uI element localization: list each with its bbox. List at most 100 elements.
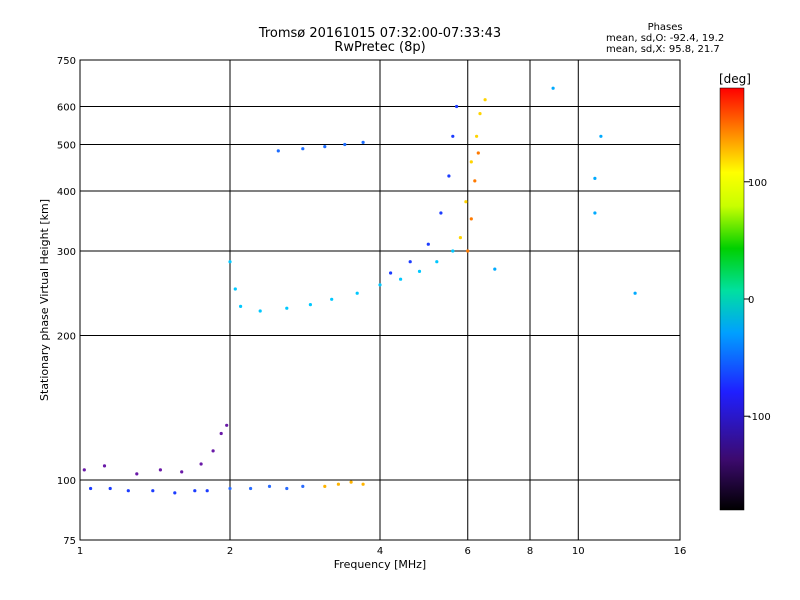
y-tick-label: 600: [57, 103, 76, 114]
x-tick-label: 1: [77, 546, 83, 557]
data-point: [469, 160, 473, 164]
data-point: [228, 486, 232, 491]
data-point: [417, 269, 422, 273]
y-tick-label: 400: [57, 187, 76, 198]
data-point: [233, 287, 237, 291]
x-tick-label: 10: [572, 546, 585, 557]
data-point: [451, 249, 455, 253]
data-point: [593, 211, 597, 215]
y-tick-label: 100: [57, 476, 76, 487]
y-axis-label: Stationary phase Virtual Height [km]: [38, 199, 51, 401]
data-point: [426, 242, 430, 246]
data-point: [239, 304, 243, 308]
data-point: [330, 297, 334, 301]
colorbar-tick-label: -100: [748, 412, 771, 423]
data-point: [455, 104, 459, 109]
data-point: [126, 489, 130, 493]
data-point: [343, 142, 347, 147]
data-point: [249, 486, 253, 491]
x-axis-label: Frequency [MHz]: [334, 558, 426, 571]
data-point: [483, 98, 487, 102]
data-point: [458, 236, 462, 240]
data-point: [408, 260, 412, 264]
data-point: [473, 179, 477, 183]
y-tick-label: 200: [57, 332, 76, 343]
data-point: [389, 271, 393, 275]
colorbar-tick-label: 0: [748, 295, 754, 306]
data-point: [361, 140, 365, 144]
y-tick-label: 300: [57, 247, 76, 258]
phase-stats-heading: Phases: [647, 22, 683, 33]
data-point: [301, 147, 305, 151]
data-point: [173, 491, 177, 495]
plot-frame: [79, 59, 681, 541]
data-point: [464, 200, 468, 204]
phase-stats: Phases mean, sd,O: -92.4, 19.2 mean, sd,…: [606, 22, 724, 55]
data-point: [469, 217, 473, 221]
data-point: [476, 151, 480, 155]
data-point: [258, 309, 262, 313]
x-tick-label: 2: [227, 546, 233, 557]
data-point: [599, 134, 603, 138]
data-point: [199, 462, 203, 466]
data-point: [211, 449, 215, 453]
data-point: [323, 145, 327, 149]
y-tick-label: 750: [57, 56, 76, 67]
data-point: [102, 464, 107, 468]
x-tick-label: 16: [674, 546, 687, 557]
y-axis: 75 100 200 300 400 500 600 750: [57, 56, 76, 547]
phase-stats-x: mean, sd,X: 95.8, 21.7: [606, 44, 720, 55]
data-point: [399, 277, 403, 281]
data-point: [82, 468, 86, 472]
data-point: [475, 134, 479, 138]
data-points: [82, 86, 637, 495]
data-point: [593, 176, 597, 180]
colorbar-ticks: 100 0 -100: [744, 178, 771, 423]
data-point: [361, 482, 365, 486]
data-point: [180, 470, 184, 474]
data-point: [301, 484, 305, 488]
x-axis: 1 2 4 6 8 10 16: [77, 546, 687, 557]
data-point: [285, 486, 289, 491]
data-point: [276, 149, 280, 153]
data-point: [633, 291, 637, 295]
data-point: [219, 431, 223, 436]
data-point: [158, 468, 162, 472]
chart-subtitle: RwPretec (8p): [334, 40, 426, 55]
data-point: [205, 489, 209, 493]
data-point: [267, 484, 272, 488]
phase-stats-o: mean, sd,O: -92.4, 19.2: [606, 33, 725, 44]
colorbar-gradient: [719, 87, 745, 511]
data-point: [89, 486, 93, 491]
colorbar: [deg] 100 0 -100: [719, 72, 771, 511]
data-point: [466, 249, 470, 253]
data-point: [435, 260, 439, 264]
x-tick-label: 6: [465, 546, 471, 557]
data-point: [378, 283, 382, 287]
data-point: [308, 303, 312, 307]
data-point: [551, 86, 555, 90]
y-tick-label: 500: [57, 141, 76, 152]
x-tick-label: 8: [527, 546, 533, 557]
x-tick-label: 4: [377, 546, 383, 557]
y-tick-label: 75: [63, 536, 76, 547]
grid-lines: [79, 59, 681, 541]
colorbar-label: [deg]: [719, 72, 751, 86]
data-point: [355, 291, 359, 295]
data-point: [439, 211, 443, 215]
data-point: [228, 260, 232, 264]
chart-title: Tromsø 20161015 07:32:00-07:33:43: [258, 26, 502, 41]
data-point: [336, 482, 340, 486]
data-point: [451, 134, 455, 138]
data-point: [447, 174, 451, 178]
data-point: [135, 472, 139, 476]
data-point: [323, 484, 327, 488]
data-point: [349, 480, 353, 484]
data-point: [151, 489, 155, 493]
data-point: [285, 306, 289, 310]
data-point: [225, 423, 229, 427]
data-point: [478, 112, 482, 116]
colorbar-tick-label: 100: [748, 178, 767, 189]
data-point: [193, 489, 197, 493]
